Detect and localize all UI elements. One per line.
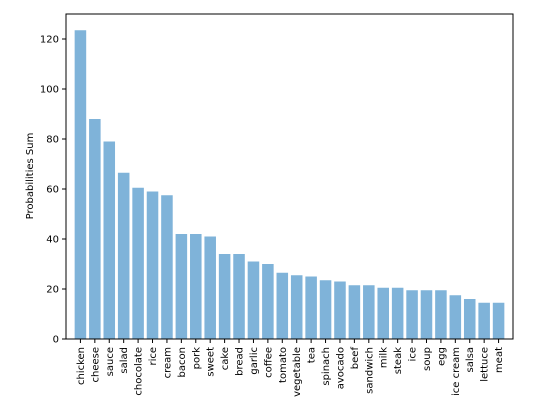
bar-bread: [233, 254, 245, 339]
x-tick-label: salsa: [465, 347, 476, 372]
x-tick-label: beef: [350, 347, 361, 370]
y-tick-label: 0: [53, 335, 59, 346]
x-tick-label: tea: [307, 347, 318, 363]
x-tick-label: salad: [119, 347, 130, 374]
x-tick-label: steak: [393, 347, 404, 374]
x-tick-label: meat: [494, 347, 505, 373]
bar-spinach: [319, 280, 332, 339]
x-tick-label: egg: [436, 347, 447, 366]
y-tick-label: 80: [46, 135, 59, 146]
x-tick-label: vegetable: [292, 347, 303, 397]
x-tick-label: cream: [162, 347, 173, 378]
bar-rice: [146, 191, 159, 339]
x-tick-label: cheese: [90, 347, 101, 383]
bar-steak: [391, 287, 404, 339]
y-axis-label: Probabilities Sum: [25, 133, 36, 220]
y-tick-label: 20: [46, 285, 59, 296]
bars-layer: [74, 30, 505, 339]
bar-meat: [492, 302, 505, 339]
bar-salad: [117, 172, 130, 339]
x-tick-label: bread: [235, 347, 246, 376]
bar-tea: [305, 276, 317, 339]
x-tick-label: garlic: [249, 347, 260, 375]
x-tick-label: cake: [220, 347, 231, 370]
x-tick-label: sweet: [206, 347, 217, 377]
bar-garlic: [247, 261, 260, 339]
x-tick-label: ice cream: [451, 347, 462, 396]
x-tick-label: chicken: [76, 347, 87, 385]
y-tick-label: 60: [46, 185, 59, 196]
y-tick-label: 100: [40, 85, 59, 96]
bar-soup: [420, 290, 433, 339]
bar-sandwich: [363, 285, 375, 339]
y-tick-label: 120: [40, 35, 59, 46]
y-tick-label: 40: [46, 235, 59, 246]
x-tick-label: sauce: [105, 347, 116, 376]
x-tick-label: milk: [379, 347, 390, 368]
x-tick-label: spinach: [321, 347, 332, 386]
x-tick-label: soup: [422, 347, 433, 371]
bar-cream: [161, 195, 173, 339]
axes-layer: 0 20 40 60 80 100 120 chicken cheese sauce salad ch…: [40, 13, 514, 397]
bar-coffee: [262, 264, 274, 339]
x-tick-label: tomato: [278, 347, 289, 383]
bar-milk: [377, 287, 389, 339]
bar-tomato: [276, 272, 289, 339]
bar-cake: [218, 254, 231, 339]
bar-salsa: [463, 299, 476, 339]
bar-beef: [348, 285, 361, 339]
bar-ice: [406, 290, 418, 339]
bar-bacon: [175, 234, 188, 339]
bar-sauce: [103, 141, 116, 339]
bar-cheese: [89, 119, 101, 339]
bar-ice-cream: [449, 295, 462, 339]
x-tick-label: pork: [191, 347, 202, 370]
bar-chicken: [74, 30, 87, 339]
bar-vegetable: [290, 275, 303, 339]
x-tick-label: sandwich: [364, 347, 375, 394]
plot-frame: [65, 13, 514, 340]
bar-avocado: [334, 281, 346, 339]
x-tick-label: ice: [408, 347, 419, 361]
bar-egg: [435, 290, 447, 339]
x-tick-label: coffee: [263, 347, 274, 378]
bar-chocolate: [132, 187, 144, 339]
bar-pork: [190, 234, 202, 339]
x-tick-label: bacon: [177, 347, 188, 377]
x-tick-label: chocolate: [134, 347, 145, 396]
bar-sweet: [204, 236, 216, 339]
x-tick-label: rice: [148, 347, 159, 366]
x-tick-label: lettuce: [480, 347, 491, 382]
x-tick-label: avocado: [335, 347, 346, 389]
bar-lettuce: [478, 302, 490, 339]
